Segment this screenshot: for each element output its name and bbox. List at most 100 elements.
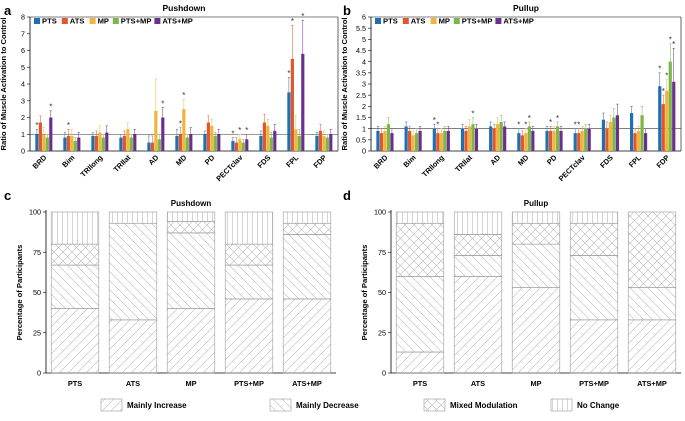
segment-pts-mp-mixed-modulation (224, 243, 274, 266)
y-tick-label: 25 (33, 328, 41, 337)
x-tick-label-ats-mp: ATS+MP (292, 379, 322, 388)
bar-trilong-pts (91, 135, 95, 151)
segment-ats-mainly-decrease (453, 255, 503, 277)
chart-d-pullup-percent: Pullup Percentage of Participants 0 25 50 75 1… (360, 199, 681, 388)
segment-pts-no-change (395, 211, 445, 224)
y-axis-label: Percentage of Participants (15, 245, 24, 341)
y-tick-label: 0 (37, 369, 41, 378)
significance-mark: * (301, 12, 304, 21)
legend-label-pts: PTS (383, 17, 398, 26)
x-tick-label-pd: PD (203, 153, 217, 167)
bar-trilat-pts-mp (129, 137, 133, 151)
significance-mark: * (577, 120, 580, 129)
legend-swatch-mp (89, 18, 96, 24)
legend-swatch-pts-mp (112, 18, 119, 24)
segment-pts-mp-no-change (224, 211, 274, 245)
x-tick-label-ats-mp: ATS+MP (637, 379, 667, 388)
significance-mark: * (672, 40, 675, 49)
segment-mp-mainly-increase (511, 287, 561, 374)
segment-mp-no-change (166, 211, 216, 222)
bar-pectclav-ats (577, 133, 581, 151)
chart-b-pullup-ratio: Pullup Ratio of Muscle Activation to Cont… (340, 3, 682, 183)
bar-fdp-ats (661, 104, 665, 151)
y-tick-label: 0 (382, 369, 386, 378)
bar-fdp-ats-mp (672, 81, 676, 151)
significance-mark: * (49, 103, 52, 112)
y-tick-label: 100 (374, 208, 386, 217)
y-tick-label: 50 (33, 288, 41, 297)
significance-mark: * (433, 116, 436, 125)
significance-mark: * (528, 114, 531, 123)
y-tick-label: 4 (21, 80, 25, 89)
x-tick-label-trilat: TRIlat (112, 153, 133, 174)
x-tick-label-trilong: TRIlong (79, 153, 105, 179)
legend-swatch-no-change (550, 398, 573, 412)
bar-trilong-pts-mp (443, 130, 447, 151)
bar-fpl-mp (636, 130, 641, 151)
bar-brd-mp (42, 134, 46, 151)
x-tick-label-ad: AD (146, 153, 160, 167)
bar-pectclav-pts-mp (241, 142, 245, 151)
segment-pts-no-change (50, 211, 100, 245)
bar-trilat-ats-mp (474, 128, 479, 151)
bar-brd-ats-mp (49, 117, 53, 151)
bar-brd-pts (35, 134, 39, 151)
y-tick-label: 6 (21, 46, 25, 55)
segment-mp-mainly-decrease (511, 243, 561, 288)
bar-md-pts-mp (527, 126, 531, 151)
bar-brd-mp (383, 130, 387, 151)
bar-md-mp (182, 109, 186, 151)
y-tick-label: 6 (362, 13, 366, 22)
bar-brd-ats (38, 122, 42, 151)
segment-mp-mainly-decrease (166, 232, 216, 309)
x-tick-label-fdp: FDP (654, 153, 671, 170)
bar-md-pts (175, 135, 179, 151)
x-tick-label-fdp: FDP (312, 153, 329, 170)
bar-ad-pts-mp (157, 139, 161, 151)
bar-fds-ats (262, 122, 266, 151)
bar-pectclav-ats-mp (245, 139, 249, 151)
legend-swatch-mp (430, 18, 437, 24)
significance-mark: * (179, 119, 182, 128)
bar-bim-ats (66, 135, 70, 151)
bar-md-ats-mp (531, 130, 535, 151)
segment-pts-mp-mainly-decrease (569, 255, 619, 321)
bar-trilat-mp (467, 126, 472, 151)
bar-fpl-pts (287, 92, 291, 151)
bar-fds-ats (605, 128, 609, 151)
bar-bim-ats-mp (418, 130, 422, 151)
bar-md-ats-mp (189, 134, 193, 151)
bar-trilong-ats-mp (105, 132, 109, 151)
bar-fpl-ats (633, 133, 637, 151)
y-axis-label: Percentage of Participants (360, 245, 369, 341)
x-tick-label-mp: MP (185, 379, 196, 388)
bar-md-pts-mp (185, 137, 189, 151)
bar-md-pts (517, 133, 521, 151)
bar-ad-ats-mp (503, 126, 507, 151)
bar-fds-ats-mp (615, 115, 619, 151)
bar-bim-ats (408, 130, 412, 151)
y-tick-label: 2 (362, 102, 366, 111)
legend-label-ats-mp: ATS+MP (162, 17, 192, 26)
legend-label-mixed-modulation: Mixed Modulation (450, 401, 518, 410)
x-tick-label-md: MD (516, 153, 531, 168)
bar-trilat-pts (119, 137, 123, 151)
bar-fds-mp (266, 125, 270, 151)
panel-letter-c: c (4, 188, 11, 203)
significance-mark: * (662, 87, 665, 96)
y-tick-label: 3.5 (356, 68, 366, 77)
bar-pd-pts-mp (213, 135, 217, 151)
x-tick-label-bim: Bim (60, 153, 77, 170)
legend-label-ats: ATS (70, 17, 85, 26)
chart-title: Pushdown (163, 3, 206, 13)
bar-pectclav-pts-mp (584, 128, 588, 151)
bar-bim-mp (411, 135, 415, 151)
bar-pd-ats (206, 122, 210, 151)
bar-trilong-pts (432, 128, 436, 151)
y-tick-label: 5 (362, 35, 366, 44)
bar-pd-ats-mp (217, 134, 221, 151)
legend-swatch-ats-mp (154, 18, 161, 24)
bar-pd-mp (210, 125, 214, 151)
y-tick-label: 75 (378, 248, 386, 257)
significance-mark: * (517, 120, 520, 129)
